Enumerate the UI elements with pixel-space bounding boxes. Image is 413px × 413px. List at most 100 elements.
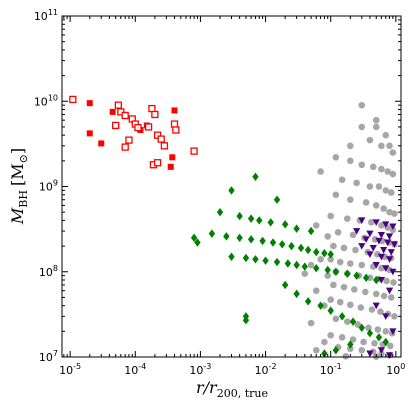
square-open-data-point (114, 101, 123, 109)
circle-data-point (332, 154, 340, 161)
ticks-layer: 10-5 10-4 10-3 10-2 10-1 100 107 108 109 1010 1011 (34, 8, 406, 377)
diamond-data-point (362, 273, 370, 282)
x-axis-title-main: r/r (196, 378, 218, 397)
circle-data-point (336, 298, 344, 306)
diamond-data-point (281, 280, 289, 290)
circle-data-point (321, 302, 328, 309)
circle-data-point (372, 290, 380, 298)
square-open-data-point (151, 110, 159, 119)
circle-data-point (347, 196, 354, 204)
circle-data-point (340, 244, 348, 252)
y-tick-label: 1011 (34, 8, 58, 23)
circle-data-point (347, 301, 354, 309)
y-axis-title-main: M (8, 207, 27, 225)
diamond-data-point (366, 329, 374, 338)
triangle-down-data-point (389, 268, 397, 276)
diamond-data-point (297, 243, 305, 253)
circle-data-point (324, 233, 332, 240)
circle-data-point (378, 142, 385, 150)
x-tick-label: 10-2 (255, 362, 277, 377)
square-open-data-point (153, 159, 162, 167)
circle-data-point (380, 292, 388, 300)
diamond-data-point (313, 247, 320, 257)
circle-data-point (386, 342, 394, 350)
diamond-data-point (353, 271, 360, 280)
circle-data-point (366, 136, 374, 144)
square-open-data-point (112, 121, 120, 130)
y-axis-title-sub: BH (17, 190, 30, 208)
triangle-down-data-point (369, 244, 377, 252)
triangle-down-data-point (362, 236, 370, 243)
diamond-data-point (242, 253, 250, 263)
circle-data-point (377, 308, 384, 315)
circle-data-point (327, 255, 335, 263)
diamond-data-point (208, 229, 216, 238)
square-open-data-point (190, 147, 198, 155)
circle-data-point (357, 304, 365, 311)
circle-data-point (391, 210, 398, 217)
circle-data-point (390, 279, 397, 286)
diamond-data-point (242, 316, 250, 325)
diamond-data-point (332, 267, 340, 276)
circle-data-point (358, 101, 366, 109)
square-open-data-point (121, 143, 129, 151)
circle-data-point (350, 286, 358, 293)
diamond-data-point (269, 238, 277, 247)
x-tick-label: 10-4 (124, 362, 146, 377)
diamond-data-point (284, 259, 292, 268)
circle-data-point (358, 161, 366, 169)
circle-data-point (327, 212, 335, 220)
diamond-data-point (256, 216, 263, 225)
circle-data-point (368, 219, 375, 226)
circle-data-point (358, 123, 366, 131)
diamond-data-point (375, 333, 383, 342)
circle-data-point (317, 255, 324, 263)
circle-data-point (389, 149, 397, 156)
diamond-data-point (259, 236, 266, 246)
circle-data-point (312, 346, 320, 354)
circle-data-point (386, 142, 393, 150)
diamond-data-point (382, 337, 389, 347)
circle-data-point (344, 318, 351, 325)
square-data-point (86, 100, 93, 107)
square-open-data-point (148, 104, 156, 113)
square-open-data-point (144, 123, 153, 131)
points-layer (69, 95, 398, 360)
circle-data-point (371, 339, 378, 347)
circle-data-point (342, 352, 350, 360)
circle-data-point (349, 231, 357, 239)
diamond-data-point (307, 226, 315, 236)
diamond-data-point (327, 306, 334, 315)
triangle-down-data-point (372, 302, 380, 310)
diamond-data-point (332, 346, 340, 355)
x-tick-label: 10-3 (189, 362, 211, 377)
triangle-down-data-point (372, 219, 380, 226)
circle-data-point (317, 168, 324, 175)
triangle-down-data-point (389, 223, 397, 231)
triangle-down-data-point (377, 347, 385, 354)
circle-data-point (353, 179, 360, 187)
diamond-data-point (216, 207, 224, 217)
circle-data-point (374, 326, 382, 333)
triangle-down-data-point (366, 251, 374, 258)
triangle-down-data-point (372, 261, 380, 269)
diamond-data-point (223, 232, 230, 241)
circle-data-point (358, 346, 366, 354)
circle-data-point (366, 274, 374, 282)
y-axis-title-unit-close: ] (8, 148, 27, 154)
diamond-data-point (349, 317, 357, 326)
circle-data-point (389, 170, 397, 178)
triangle-down-data-point (377, 253, 385, 261)
square-data-point (167, 163, 174, 170)
triangle-down-data-point (358, 243, 366, 250)
square-open-data-point (160, 142, 169, 150)
square-data-point (171, 107, 178, 114)
y-tick-label: 109 (39, 179, 58, 194)
y-axis-title-unit: [M (8, 163, 27, 186)
circle-data-point (374, 251, 381, 258)
circle-data-point (347, 157, 354, 165)
diamond-data-point (301, 262, 308, 271)
diamond-data-point (358, 323, 365, 333)
diamond-data-point (247, 214, 255, 223)
